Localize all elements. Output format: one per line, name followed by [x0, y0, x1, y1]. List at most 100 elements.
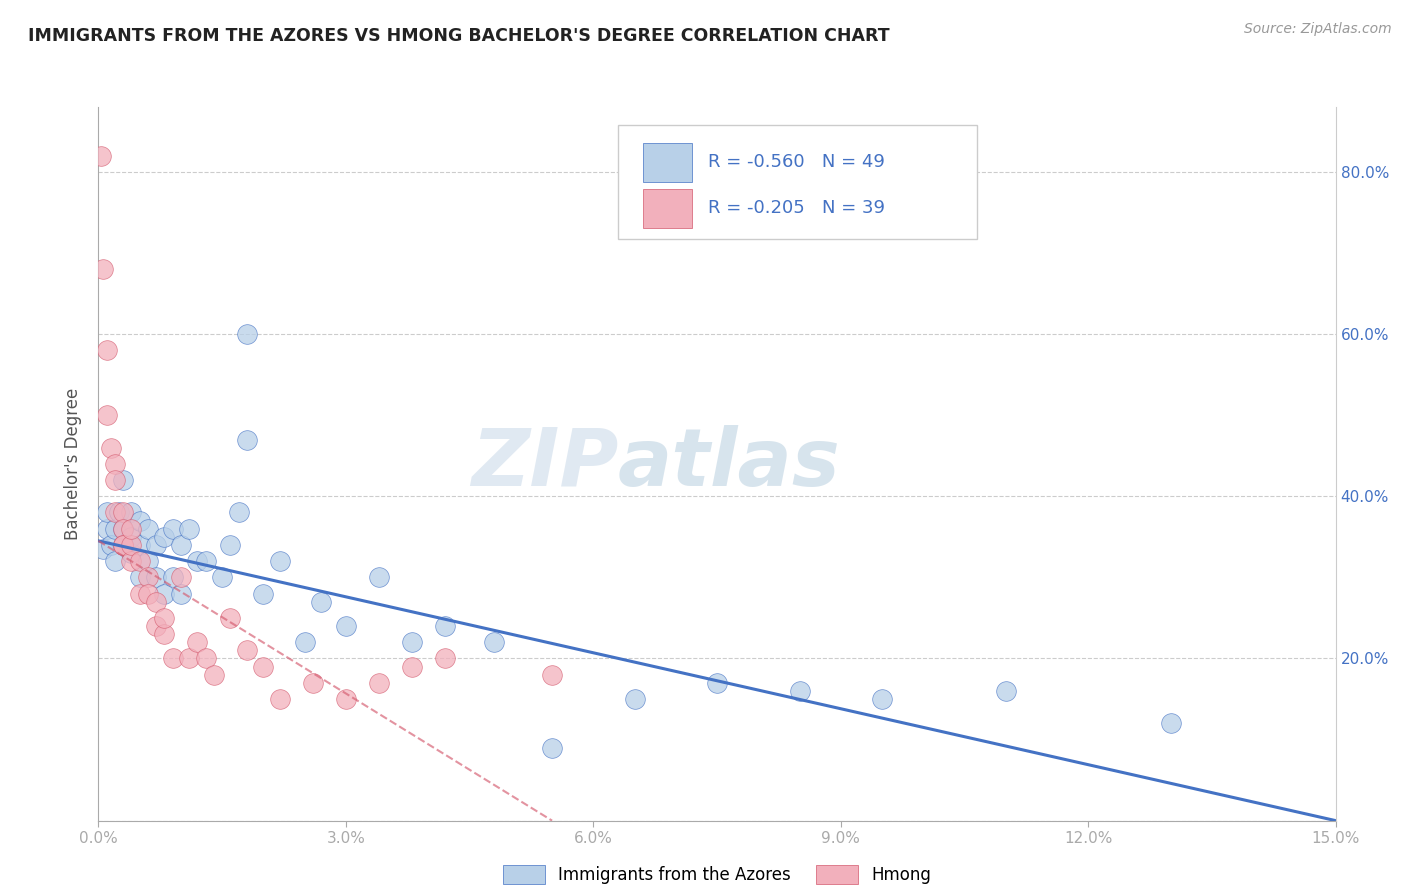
Point — [706, 675, 728, 690]
Point — [179, 651, 201, 665]
Point — [401, 635, 423, 649]
Point — [186, 635, 208, 649]
Point — [541, 740, 564, 755]
Point — [623, 692, 645, 706]
Point — [236, 433, 259, 447]
Point — [153, 611, 176, 625]
Point — [367, 570, 389, 584]
Point — [269, 692, 291, 706]
FancyBboxPatch shape — [619, 125, 977, 239]
Text: R = -0.205   N = 39: R = -0.205 N = 39 — [709, 200, 886, 218]
Point — [789, 684, 811, 698]
Point — [401, 659, 423, 673]
Point — [870, 692, 893, 706]
Text: R = -0.560   N = 49: R = -0.560 N = 49 — [709, 153, 886, 171]
Point — [128, 586, 150, 600]
Point — [108, 506, 131, 520]
Point — [112, 522, 135, 536]
Point — [145, 619, 167, 633]
Point — [120, 506, 142, 520]
Point — [541, 667, 564, 681]
Point — [194, 651, 217, 665]
Point — [96, 343, 118, 358]
Point — [91, 262, 114, 277]
Point — [335, 692, 357, 706]
Point — [100, 441, 122, 455]
Point — [162, 570, 184, 584]
Point — [153, 586, 176, 600]
Point — [120, 554, 142, 568]
Point — [433, 619, 456, 633]
Point — [145, 538, 167, 552]
Point — [90, 149, 112, 163]
Point — [170, 538, 193, 552]
Point — [96, 408, 118, 422]
Point — [112, 473, 135, 487]
Point — [179, 522, 201, 536]
Point — [120, 530, 142, 544]
Text: IMMIGRANTS FROM THE AZORES VS HMONG BACHELOR'S DEGREE CORRELATION CHART: IMMIGRANTS FROM THE AZORES VS HMONG BACH… — [28, 27, 890, 45]
Point — [219, 538, 242, 552]
Text: ZIP: ZIP — [471, 425, 619, 503]
Point — [112, 538, 135, 552]
Point — [136, 522, 159, 536]
Legend: Immigrants from the Azores, Hmong: Immigrants from the Azores, Hmong — [496, 858, 938, 891]
Point — [104, 457, 127, 471]
Point — [335, 619, 357, 633]
Point — [1160, 716, 1182, 731]
Point — [96, 522, 118, 536]
Point — [136, 554, 159, 568]
Point — [112, 538, 135, 552]
Text: Source: ZipAtlas.com: Source: ZipAtlas.com — [1244, 22, 1392, 37]
Point — [269, 554, 291, 568]
Point — [112, 538, 135, 552]
Point — [128, 538, 150, 552]
Point — [252, 586, 274, 600]
Point — [128, 570, 150, 584]
Point — [186, 554, 208, 568]
Point — [367, 675, 389, 690]
Point — [162, 522, 184, 536]
Point — [153, 530, 176, 544]
Point — [120, 522, 142, 536]
Point — [120, 546, 142, 560]
Point — [128, 514, 150, 528]
Point — [145, 570, 167, 584]
FancyBboxPatch shape — [643, 189, 692, 228]
Point — [252, 659, 274, 673]
Point — [104, 506, 127, 520]
Text: atlas: atlas — [619, 425, 841, 503]
Point — [120, 538, 142, 552]
Point — [112, 506, 135, 520]
Point — [228, 506, 250, 520]
Point — [202, 667, 225, 681]
Point — [128, 554, 150, 568]
Point — [136, 570, 159, 584]
Point — [294, 635, 316, 649]
Point — [112, 522, 135, 536]
Point — [236, 327, 259, 342]
Point — [104, 554, 127, 568]
Y-axis label: Bachelor's Degree: Bachelor's Degree — [65, 388, 83, 540]
Point — [219, 611, 242, 625]
Point — [994, 684, 1017, 698]
Point — [96, 506, 118, 520]
Point — [162, 651, 184, 665]
Point — [100, 538, 122, 552]
Point — [145, 595, 167, 609]
Point — [136, 586, 159, 600]
Point — [170, 586, 193, 600]
Point — [211, 570, 233, 584]
Point — [170, 570, 193, 584]
FancyBboxPatch shape — [643, 143, 692, 182]
Point — [104, 522, 127, 536]
Point — [104, 473, 127, 487]
Point — [236, 643, 259, 657]
Point — [302, 675, 325, 690]
Point — [309, 595, 332, 609]
Point — [153, 627, 176, 641]
Point — [194, 554, 217, 568]
Point — [484, 635, 506, 649]
Point — [433, 651, 456, 665]
Point — [91, 541, 114, 556]
